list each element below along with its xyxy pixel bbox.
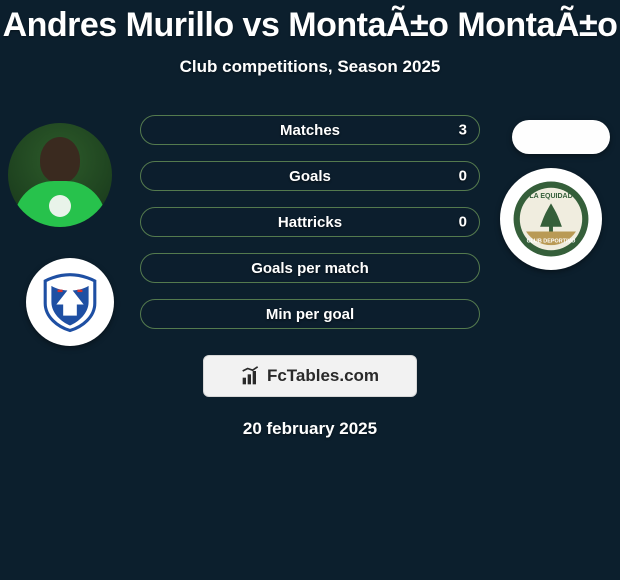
player-left-avatar <box>8 123 112 227</box>
page-title: Andres Murillo vs MontaÃ±o MontaÃ±o <box>0 6 620 45</box>
stat-row-hattricks: Hattricks 0 <box>140 207 480 237</box>
stat-right-value: 0 <box>459 214 467 231</box>
stats-list: Matches 3 Goals 0 Hattricks 0 Goals per … <box>140 115 480 329</box>
brand-text: FcTables.com <box>267 366 379 386</box>
page-subtitle: Club competitions, Season 2025 <box>0 57 620 77</box>
club-left-badge <box>26 258 114 346</box>
bar-chart-icon <box>241 366 261 386</box>
club-right-badge: LA EQUIDAD CLUB DEPORTIVO <box>500 168 602 270</box>
date-text: 20 february 2025 <box>0 419 620 439</box>
player-right-avatar <box>512 120 610 154</box>
stat-label: Goals per match <box>251 260 369 277</box>
la-equidad-badge-icon: LA EQUIDAD CLUB DEPORTIVO <box>512 180 590 258</box>
stat-label: Hattricks <box>278 214 342 231</box>
stat-row-mpg: Min per goal <box>140 299 480 329</box>
svg-text:CLUB DEPORTIVO: CLUB DEPORTIVO <box>527 238 577 244</box>
stat-row-matches: Matches 3 <box>140 115 480 145</box>
svg-text:LA EQUIDAD: LA EQUIDAD <box>529 193 572 200</box>
millonarios-shield-icon <box>39 271 101 333</box>
stat-label: Min per goal <box>266 306 354 323</box>
jersey-crest-icon <box>49 195 71 217</box>
brand-link[interactable]: FcTables.com <box>203 355 417 397</box>
stat-right-value: 0 <box>459 168 467 185</box>
stat-row-goals: Goals 0 <box>140 161 480 191</box>
stat-label: Matches <box>280 122 340 139</box>
stat-right-value: 3 <box>459 122 467 139</box>
comparison-card: Andres Murillo vs MontaÃ±o MontaÃ±o Club… <box>0 0 620 580</box>
stat-row-gpm: Goals per match <box>140 253 480 283</box>
stat-label: Goals <box>289 168 331 185</box>
